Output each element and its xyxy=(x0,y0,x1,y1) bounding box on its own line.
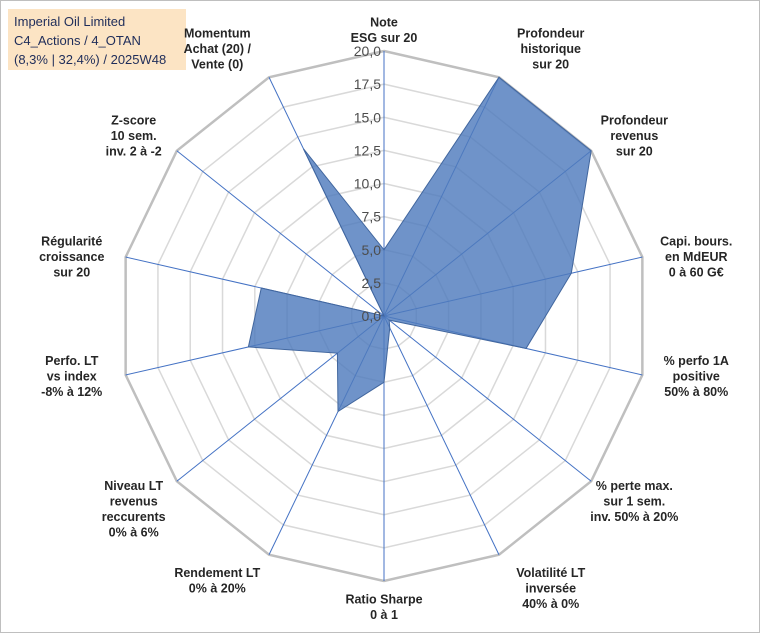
axis-spoke-7 xyxy=(383,315,500,555)
axis-label-2: historique xyxy=(521,42,581,56)
axis-label-10: 0% à 6% xyxy=(109,526,159,540)
series-area-imperial-oil xyxy=(247,76,592,413)
axis-spoke-6 xyxy=(383,315,592,482)
axis-label-3: revenus xyxy=(610,129,658,143)
axis-label-7: 40% à 0% xyxy=(522,597,579,611)
axis-label-13: inv. 2 à -2 xyxy=(106,144,162,158)
axis-label-5: positive xyxy=(673,370,720,384)
axis-label-12: sur 20 xyxy=(53,265,90,279)
axis-label-1: Note xyxy=(370,16,398,30)
axis-label-7: inversée xyxy=(525,581,576,595)
axis-label-10: reccurents xyxy=(102,510,166,524)
axis-label-2: Profondeur xyxy=(517,27,584,41)
axis-label-12: Régularité xyxy=(41,234,102,248)
axis-label-1: ESG sur 20 xyxy=(351,31,418,45)
axis-label-11: vs index xyxy=(47,370,97,384)
r-tick-label: 0,0 xyxy=(362,308,382,324)
axis-label-8: 0 à 1 xyxy=(370,608,398,622)
r-tick-label: 2,5 xyxy=(362,275,382,291)
axis-label-4: 0 à 60 G€ xyxy=(669,265,724,279)
axis-label-9: 0% à 20% xyxy=(189,581,246,595)
r-tick-label: 17,5 xyxy=(354,76,381,92)
axis-label-3: sur 20 xyxy=(616,144,653,158)
title-line-category: C4_Actions / 4_OTAN xyxy=(14,33,141,48)
axis-label-13: Z-score xyxy=(111,113,156,127)
r-tick-label: 10,0 xyxy=(354,176,381,192)
axis-label-11: Perfo. LT xyxy=(45,354,99,368)
axis-label-14: Momentum xyxy=(184,27,251,41)
axis-label-6: % perte max. xyxy=(596,479,673,493)
axis-label-10: Niveau LT xyxy=(104,479,163,493)
axis-label-4: Capi. bours. xyxy=(660,234,732,248)
r-tick-label: 5,0 xyxy=(362,242,382,258)
r-tick-label: 12,5 xyxy=(354,142,381,158)
axis-label-2: sur 20 xyxy=(532,58,569,72)
axis-label-6: sur 1 sem. xyxy=(603,495,665,509)
axis-spoke-13 xyxy=(176,150,385,317)
axis-label-10: revenus xyxy=(110,495,158,509)
axis-label-11: -8% à 12% xyxy=(41,385,102,399)
axis-label-3: Profondeur xyxy=(601,113,668,127)
title-line-company: Imperial Oil Limited xyxy=(14,14,126,29)
axis-label-4: en MdEUR xyxy=(665,250,728,264)
axis-label-7: Volatilité LT xyxy=(516,566,585,580)
axis-label-5: 50% à 80% xyxy=(664,385,728,399)
axis-label-14: Vente (0) xyxy=(191,58,243,72)
r-tick-label: 20,0 xyxy=(354,43,381,59)
axis-label-8: Ratio Sharpe xyxy=(345,593,422,607)
r-tick-label: 15,0 xyxy=(354,109,381,125)
axis-label-13: 10 sem. xyxy=(111,129,157,143)
axis-label-9: Rendement LT xyxy=(174,566,260,580)
axis-label-6: inv. 50% à 20% xyxy=(590,510,678,524)
axis-label-5: % perfo 1A xyxy=(664,354,729,368)
chart-title-box: Imperial Oil Limited C4_Actions / 4_OTAN… xyxy=(8,9,186,70)
axis-label-14: Achat (20) / xyxy=(184,42,252,56)
axis-label-12: croissance xyxy=(39,250,104,264)
r-tick-label: 7,5 xyxy=(362,209,382,225)
title-line-stats: (8,3% | 32,4%) / 2025W48 xyxy=(14,52,167,67)
